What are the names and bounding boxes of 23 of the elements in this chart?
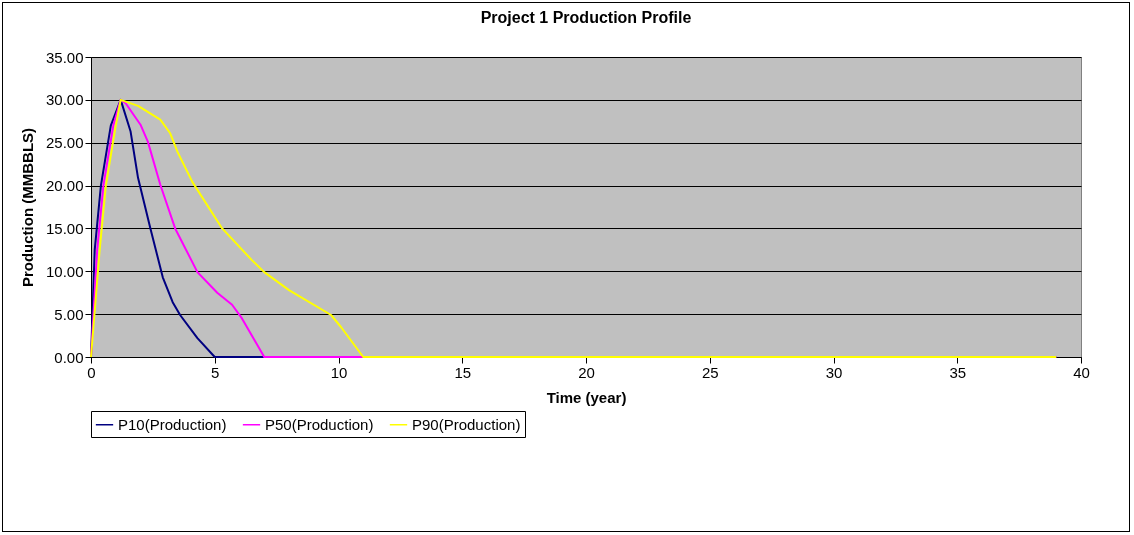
y-tick-label: 5.00: [54, 305, 84, 323]
x-tick-label: 30: [825, 363, 843, 381]
x-tick-label: 40: [1073, 363, 1090, 381]
x-axis-title: Time (year): [546, 388, 627, 406]
x-tick-label: 10: [330, 363, 348, 381]
legend-label: P10(Production): [118, 415, 227, 433]
y-tick-label: 0.00: [54, 348, 84, 366]
x-tick-label: 20: [578, 363, 595, 381]
y-tick-label: 10.00: [45, 262, 84, 280]
x-tick-label: 35: [949, 363, 967, 381]
y-tick-label: 35.00: [45, 48, 84, 66]
y-tick-label: 25.00: [45, 134, 84, 152]
legend-label: P90(Production): [412, 415, 521, 433]
x-tick-label: 5: [211, 363, 220, 381]
x-tick-label: 0: [87, 363, 96, 381]
y-tick-label: 15.00: [45, 219, 84, 237]
y-tick-label: 20.00: [45, 177, 84, 195]
y-axis-title: Production (MMBBLS): [18, 127, 36, 288]
x-tick-label: 25: [701, 363, 719, 381]
x-tick-label: 15: [454, 363, 472, 381]
y-tick-label: 30.00: [45, 91, 84, 109]
legend-label: P50(Production): [265, 415, 374, 433]
chart-title: Project 1 Production Profile: [480, 9, 692, 26]
